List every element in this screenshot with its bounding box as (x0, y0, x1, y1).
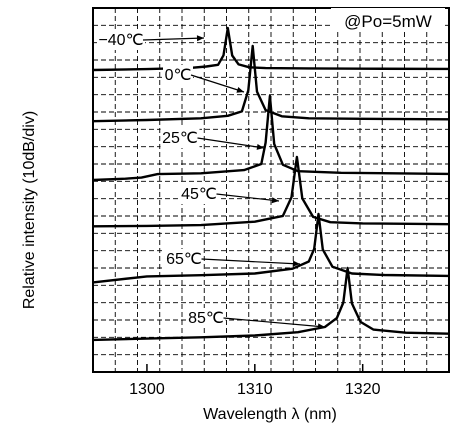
power-annotation-bg (331, 8, 445, 32)
x-tick-label: 1300 (129, 381, 165, 398)
temperature-label-bg (97, 30, 145, 50)
power-annotation: @Po=5mW (344, 12, 432, 31)
temperature-label: −40℃ (98, 32, 143, 49)
spectrum-line (92, 44, 450, 123)
temperature-label: 0℃ (165, 67, 192, 84)
spectra (92, 26, 450, 342)
spectrum-line (92, 266, 450, 342)
plot-border (92, 7, 450, 373)
temperature-label-bg (160, 128, 200, 148)
temperature-label-bg (186, 308, 226, 328)
temperature-label: 25℃ (162, 130, 198, 147)
temperature-label: 45℃ (181, 186, 217, 203)
leader-arrowhead (256, 143, 264, 150)
plot-frame: 1300 1310 1320 (92, 7, 450, 398)
leader-arrowhead (236, 87, 244, 93)
leader-arrowhead (292, 260, 300, 267)
temperature-label: 85℃ (188, 310, 224, 327)
leader-line (223, 317, 326, 328)
spectrum-line (92, 212, 450, 284)
temperature-label-bg (163, 65, 193, 85)
temperature-label: 65℃ (166, 251, 202, 268)
leader-line (216, 193, 280, 202)
spectrum-line (92, 155, 450, 228)
x-axis-label: Wavelength λ (nm) (203, 406, 337, 423)
temperature-label-bg (164, 249, 204, 269)
leader-line (201, 258, 301, 265)
annotations: −40℃ 0℃ 25℃ 45℃ 65℃ 85℃ @Po=5mW (97, 8, 445, 330)
leader-line (197, 137, 265, 149)
x-tick-label: 1310 (237, 381, 273, 398)
grid (93, 8, 449, 372)
leader-line (190, 74, 245, 93)
y-axis-label: Relative intensity (10dB/div) (21, 110, 38, 310)
leader-arrowhead (317, 323, 325, 330)
x-tick-label: 1320 (345, 381, 381, 398)
leader-arrowhead (196, 35, 204, 42)
temperature-label-bg (179, 184, 219, 204)
leader-line (142, 37, 205, 41)
leader-arrowhead (271, 197, 279, 204)
